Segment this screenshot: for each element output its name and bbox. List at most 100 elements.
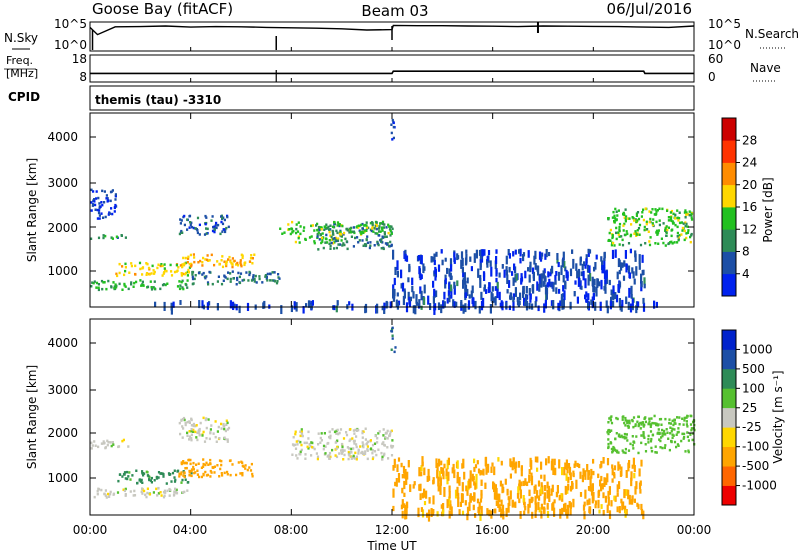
nave-tick-top: 60 [708,52,723,66]
velocity-cell-5 [223,425,226,428]
power-cell-5 [213,227,216,230]
power-cell-10 [520,276,524,282]
power-cell-8 [348,230,352,233]
power-cell-9 [172,301,175,308]
power-cell-2 [188,266,191,269]
power-cell-2 [147,266,151,270]
velocity-cell-7 [621,435,624,439]
cpid-value: themis (tau) -3310 [95,93,221,107]
power-cell-11 [608,231,611,235]
power-cell-11 [654,208,657,211]
velocity-cell-1 [124,493,127,496]
velocity-cell-4 [328,454,331,457]
power-cell-8 [336,224,339,227]
velocity-cell-7 [611,449,614,453]
power-cell-7 [344,237,347,241]
power-cell-4 [191,273,194,276]
power-cell-9 [311,300,314,306]
velocity-cell-7 [669,422,672,425]
velocity-colorbar-tick-label: -25 [742,420,762,434]
velocity-cell-7 [687,449,690,452]
power-cell-2 [157,263,160,266]
power-cell-9 [543,303,546,313]
power-cell-5 [217,223,220,227]
power-cell-6 [325,241,329,244]
velocity-cell-6 [528,469,531,475]
velocity-cell-6 [443,487,446,497]
power-cell-10 [527,250,530,258]
power-cell-4 [276,280,279,283]
power-cell-10 [545,290,548,300]
power-cell-2 [176,269,179,272]
velocity-cell-6 [540,510,543,519]
velocity-cell-6 [608,486,611,495]
velocity-cell-4 [336,428,339,432]
velocity-cell-3 [192,468,195,471]
power-cell-12 [90,188,93,192]
power-cell-12 [103,190,106,193]
power-cell-10 [638,254,641,264]
power-cell-4 [229,277,232,281]
power-cell-10 [420,255,423,265]
velocity-cell-5 [226,440,229,443]
power-cell-11 [648,210,651,213]
velocity-cell-6 [403,480,406,490]
velocity-cell-4 [331,448,334,452]
power-cell-11 [656,233,659,236]
velocity-cell-3 [200,466,203,469]
power-cell-10 [555,287,558,294]
power-cell-10 [556,253,559,260]
power-cell-11 [608,238,611,242]
velocity-cell-6 [401,474,404,479]
velocity-cell-3 [189,458,192,462]
power-cell-10 [576,270,579,279]
velocity-colorbar-swatch [722,368,736,389]
power-cell-11 [658,207,661,210]
freq-panel-frame [89,54,695,83]
velocity-cell-5 [190,424,193,427]
velocity-cell-7 [639,427,642,430]
power-colorbar-swatch [722,184,736,208]
velocity-cell-6 [624,505,627,513]
velocity-cell-5 [194,430,197,434]
velocity-cell-4 [343,453,346,457]
power-cell-10 [587,276,590,286]
power-cell-10 [464,292,467,298]
velocity-cell-3 [226,470,229,474]
power-cell-9 [655,301,658,308]
velocity-cell-6 [640,459,643,467]
power-cell-5 [210,219,213,222]
velocity-cell-6 [569,505,572,516]
power-cell-3 [235,263,238,266]
power-cell-10 [618,281,622,288]
power-cell-10 [447,290,450,297]
power-cell-11 [690,212,693,216]
velocity-cell-4 [341,445,344,448]
velocity-cell-3 [178,472,181,475]
velocity-cell-6 [432,479,435,485]
velocity-cell-7 [673,440,677,444]
velocity-cell-7 [640,434,643,437]
power-cell-9 [559,300,562,307]
velocity-cell-2 [141,470,144,473]
velocity-cell-5 [196,431,199,435]
velocity-cell-6 [631,496,634,503]
power-cell-12 [99,205,102,209]
power-cell-1 [140,284,143,287]
power-cell-7 [377,227,381,230]
power-ytick-2000: 2000 [47,221,78,235]
velocity-cell-7 [607,429,610,432]
power-cell-5 [205,216,208,219]
velocity-cell-4 [291,453,294,456]
power-cell-9 [569,301,572,310]
power-cell-10 [535,296,538,302]
velocity-cell-7 [624,419,627,422]
power-cell-4 [264,274,267,277]
power-cell-10 [501,264,504,269]
power-cell-10 [518,249,521,254]
velocity-cell-7 [683,432,686,436]
velocity-cell-6 [545,458,548,466]
velocity-cell-4 [349,450,352,454]
velocity-cell-6 [423,488,426,498]
